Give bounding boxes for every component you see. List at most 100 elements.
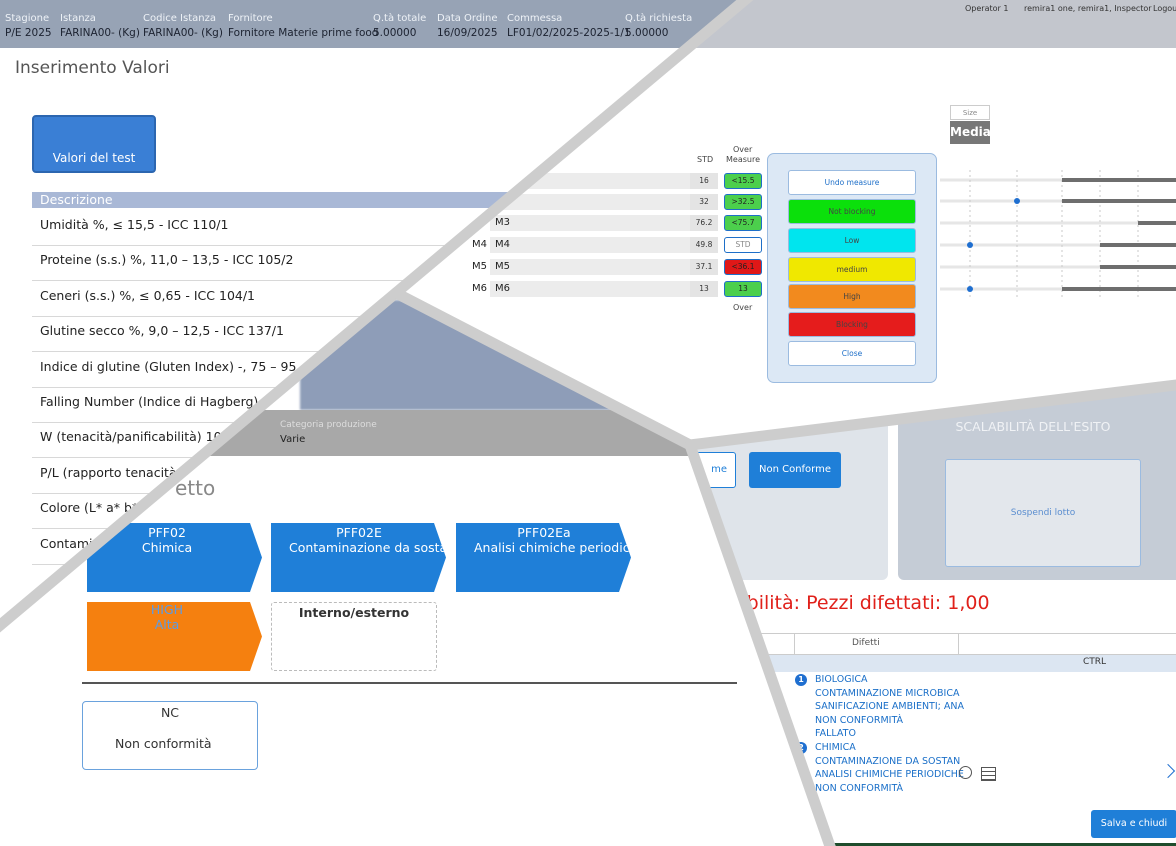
- std-value: 37.1: [690, 259, 718, 275]
- section-heading: etto: [175, 476, 216, 500]
- step-name: Chimica: [141, 540, 193, 555]
- measure-row: [490, 237, 690, 253]
- step-code: PFF02E: [336, 525, 382, 540]
- header-label: Data Ordine: [437, 13, 498, 24]
- severity-option[interactable]: High: [788, 284, 916, 309]
- severity-option[interactable]: Close: [788, 341, 916, 366]
- nc-name: Non conformità: [115, 736, 212, 751]
- scalability-title: SCALABILITÀ DELL'ESITO: [955, 419, 1111, 434]
- measure-row: [490, 194, 690, 210]
- defect-line: NON CONFORMITÀ: [815, 782, 904, 794]
- list-icon: [981, 767, 996, 781]
- save-button[interactable]: Salva e chiudi: [1091, 810, 1176, 838]
- std-value: 49.8: [690, 237, 718, 253]
- size-value: Media: [950, 121, 991, 144]
- severity-step: HIGH Alta: [87, 602, 262, 671]
- table-row: Ceneri (s.s.) %, ≤ 0,65 - ICC 104/1: [32, 283, 592, 317]
- col-measure: Measure: [726, 155, 760, 164]
- ctrl-row: [700, 655, 1176, 672]
- limit-box: <15.5: [724, 173, 762, 189]
- defect-line: FALLATO: [815, 728, 856, 740]
- defect-line: BIOLOGICA: [815, 674, 868, 685]
- defect-line: CONTAMINAZIONE MICROBICA: [815, 687, 960, 699]
- col-sep: [794, 633, 795, 655]
- divider: [82, 682, 737, 684]
- nc-box: NC Non conformità: [82, 701, 258, 770]
- page-title: Inserimento Valori: [15, 58, 170, 78]
- header-value: 5.00000: [373, 27, 417, 39]
- limit-box: <36.1: [724, 259, 762, 275]
- range-bars: [1062, 178, 1176, 291]
- header-label: Stagione: [5, 13, 50, 24]
- header-value: FARINA00- (Kg): [143, 27, 223, 39]
- header-label: Codice Istanza: [143, 13, 216, 24]
- row-code: M4: [495, 239, 510, 250]
- col-defects: Difetti: [852, 638, 880, 648]
- table-row: Umidità %, ≤ 15,5 - ICC 110/1: [32, 212, 592, 246]
- col-sep: [958, 633, 959, 655]
- measure-dots: [967, 198, 1020, 292]
- header-bar: [0, 0, 745, 48]
- limit-box: >32.5: [724, 194, 762, 210]
- table-row: Glutine secco %, 9,0 – 12,5 - ICC 137/1: [32, 318, 592, 353]
- tab-button[interactable]: Valori del test: [32, 115, 156, 173]
- user-name: remira1 one, remira1, Inspector: [1024, 4, 1152, 13]
- step-code: PFF02: [148, 525, 186, 540]
- std-value: 16: [690, 173, 718, 189]
- header-value: Fornitore Materie prime food: [228, 27, 379, 39]
- std-value: 32: [690, 194, 718, 210]
- severity-name: Alta: [154, 617, 180, 632]
- header-label: Istanza: [60, 13, 96, 24]
- row-code: M6: [495, 283, 510, 294]
- severity-option[interactable]: Low: [788, 228, 916, 253]
- defect-line: SANIFICAZIONE AMBIENTI; ANA: [815, 701, 964, 713]
- logout: Logou: [1153, 4, 1176, 13]
- suspend-button[interactable]: Sospendi lotto: [945, 459, 1141, 567]
- severity-option[interactable]: Undo measure: [788, 170, 916, 195]
- row-group: M6: [472, 283, 487, 294]
- row-code: M5: [495, 261, 510, 272]
- col-over: Over: [733, 145, 753, 154]
- header-label: Q.tà richiesta: [625, 13, 693, 24]
- step-code: PFF02Ea: [517, 525, 571, 540]
- header-value: P/E 2025: [5, 27, 52, 39]
- origin-box: Interno/esterno: [271, 602, 437, 671]
- category-value: Varie: [280, 434, 306, 445]
- nc-code: NC: [160, 705, 180, 720]
- std-value: 13: [690, 281, 718, 297]
- grid-header: [700, 633, 1176, 655]
- measure-row: [490, 215, 690, 231]
- measure-row: [490, 281, 690, 297]
- measure-row: [490, 259, 690, 275]
- col-std: STD: [697, 155, 714, 164]
- operator: Operator 1: [965, 4, 1009, 13]
- header-value: LF01/02/2025-2025-1/1: [507, 27, 631, 39]
- header-label: Q.tà totale: [373, 13, 427, 24]
- non-conforme-button[interactable]: Non Conforme: [749, 452, 841, 488]
- defect-line: CONTAMINAZIONE DA SOSTAN: [815, 755, 961, 767]
- severity-code: HIGH: [150, 602, 184, 617]
- std-value: 76.2: [690, 215, 718, 231]
- category-label: Categoria produzione: [280, 420, 377, 430]
- col-ctrl: CTRL: [1083, 657, 1107, 667]
- defect-number: 1: [795, 674, 807, 686]
- row-group: M5: [472, 261, 487, 272]
- header-value: FARINA00- (Kg): [60, 27, 140, 39]
- header-label: Commessa: [507, 13, 563, 24]
- limit-box: <75.7: [724, 215, 762, 231]
- severity-option[interactable]: medium: [788, 257, 916, 282]
- header-label: Fornitore: [228, 13, 273, 24]
- summary: abilità: Pezzi difettati: 1,00: [735, 592, 990, 614]
- header-value: 5.00000: [625, 27, 669, 39]
- defect-line: CHIMICA: [815, 742, 856, 753]
- over-footer: Over: [733, 303, 753, 312]
- severity-option[interactable]: Not blocking: [788, 199, 916, 224]
- zoom-icon: [959, 766, 972, 779]
- severity-option[interactable]: Blocking: [788, 312, 916, 337]
- row-group: M4: [472, 239, 487, 250]
- footer-line: [830, 843, 1176, 846]
- defect-line: NON CONFORMITÀ: [815, 714, 904, 726]
